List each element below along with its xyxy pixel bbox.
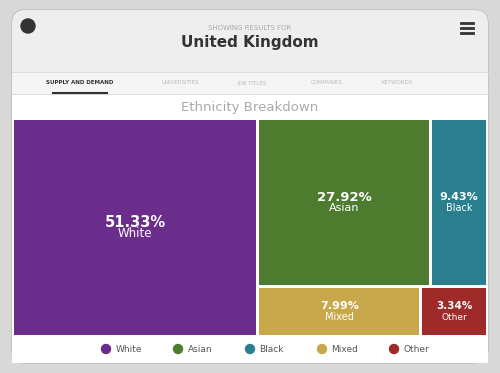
Circle shape <box>174 345 182 354</box>
FancyBboxPatch shape <box>12 10 488 72</box>
Circle shape <box>390 345 398 354</box>
Text: Mixed: Mixed <box>332 345 358 354</box>
Bar <box>260 288 419 335</box>
Text: Ethnicity Breakdown: Ethnicity Breakdown <box>182 101 318 115</box>
Circle shape <box>318 345 326 354</box>
Bar <box>260 120 429 285</box>
Text: COMPANIES: COMPANIES <box>311 81 343 85</box>
Text: Black: Black <box>446 204 472 213</box>
Bar <box>422 288 486 335</box>
Text: 51.33%: 51.33% <box>104 215 166 230</box>
Text: White: White <box>116 345 142 354</box>
Text: JOB TITLES: JOB TITLES <box>238 81 266 85</box>
Text: 9.43%: 9.43% <box>440 192 478 203</box>
Text: Asian: Asian <box>329 204 360 213</box>
Text: Black: Black <box>260 345 284 354</box>
Text: Asian: Asian <box>188 345 212 354</box>
Bar <box>12 41 488 72</box>
Text: Other: Other <box>404 345 429 354</box>
Circle shape <box>102 345 110 354</box>
Text: SHOWING RESULTS FOR: SHOWING RESULTS FOR <box>208 25 292 31</box>
Bar <box>12 72 488 94</box>
Text: Mixed: Mixed <box>325 313 354 323</box>
Circle shape <box>246 345 254 354</box>
Circle shape <box>21 19 35 33</box>
Bar <box>14 120 256 335</box>
Text: Other: Other <box>441 313 467 322</box>
Text: 27.92%: 27.92% <box>316 191 372 204</box>
Text: White: White <box>118 227 152 240</box>
Text: SUPPLY AND DEMAND: SUPPLY AND DEMAND <box>46 81 114 85</box>
Text: 3.34%: 3.34% <box>436 301 472 311</box>
FancyBboxPatch shape <box>12 10 488 363</box>
Text: United Kingdom: United Kingdom <box>181 35 319 50</box>
Text: UNIVERSITIES: UNIVERSITIES <box>161 81 199 85</box>
Bar <box>12 94 488 363</box>
Text: 7.99%: 7.99% <box>320 301 358 311</box>
Bar <box>432 120 486 285</box>
Text: KEYWORDS: KEYWORDS <box>382 81 412 85</box>
